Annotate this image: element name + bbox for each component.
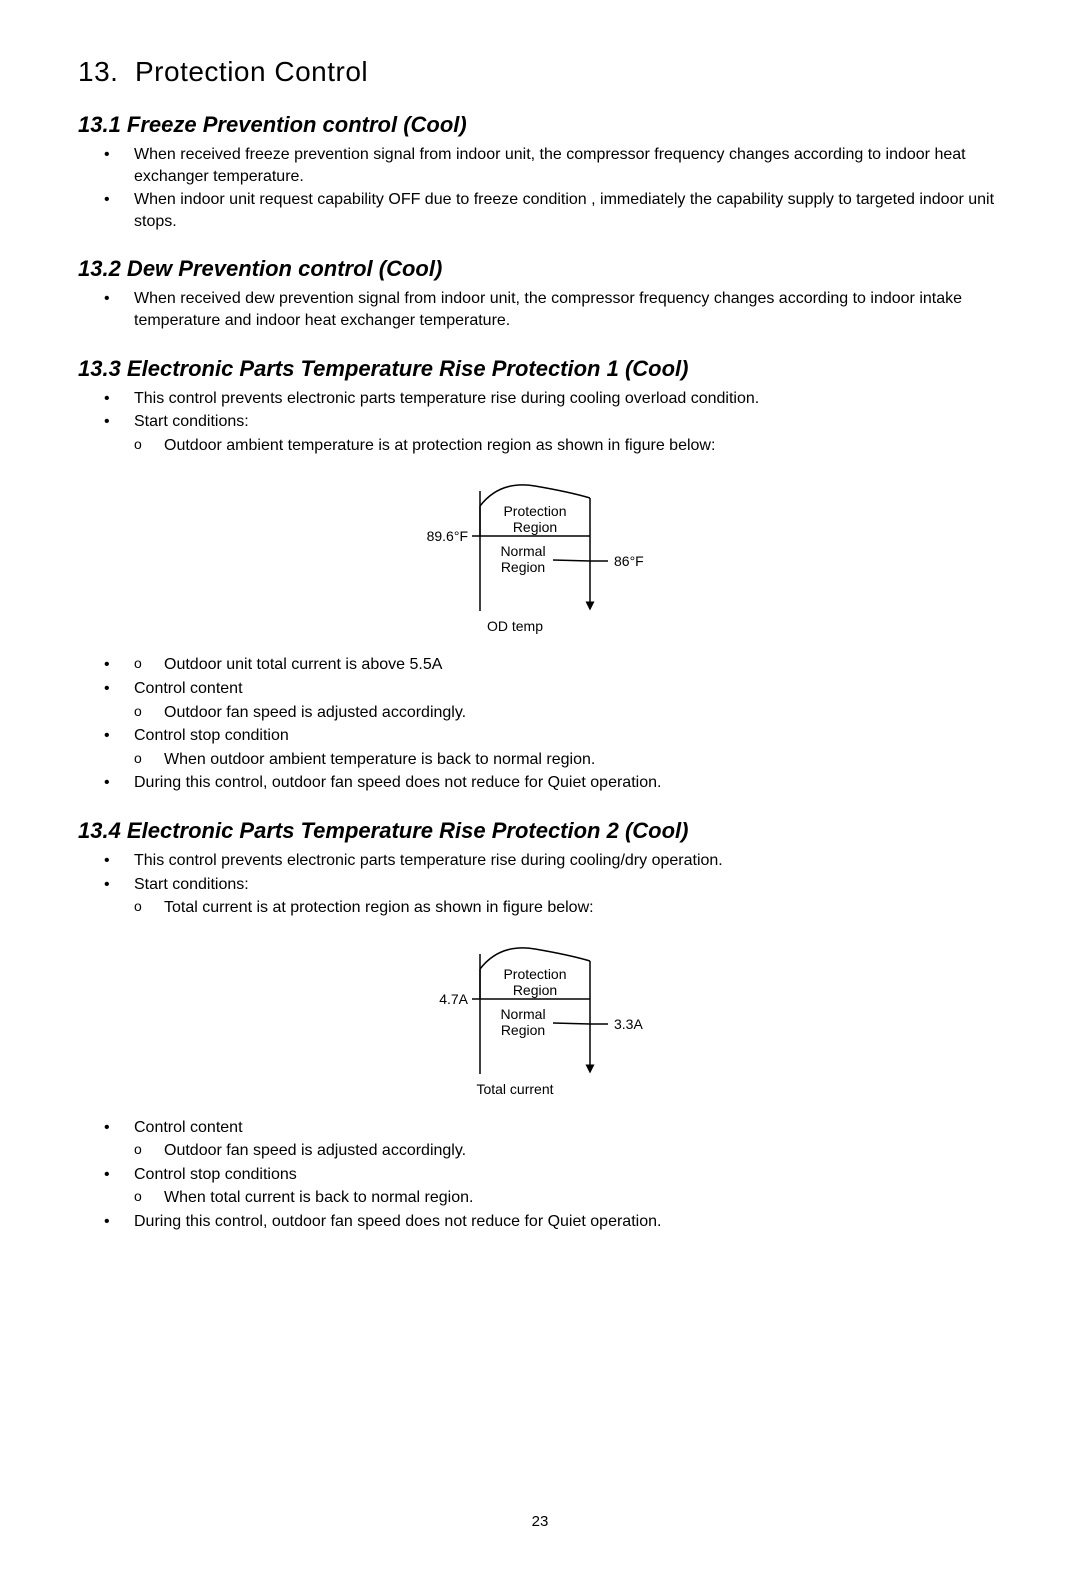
sub-item: Outdoor fan speed is adjusted accordingl…	[134, 702, 1002, 724]
bullet-item: Control stop condition When outdoor ambi…	[104, 725, 1002, 770]
bullet-item: This control prevents electronic parts t…	[104, 850, 1002, 872]
svg-text:Total current: Total current	[476, 1081, 553, 1097]
sub-list: Outdoor fan speed is adjusted accordingl…	[134, 702, 1002, 724]
svg-text:OD temp: OD temp	[487, 618, 543, 634]
svg-text:Normal: Normal	[500, 543, 545, 559]
chapter-num: 13.	[78, 56, 118, 87]
sub-list: Outdoor fan speed is adjusted accordingl…	[134, 1140, 1002, 1162]
diagram-svg: 4.7A3.3AProtectionRegionNormalRegionTota…	[390, 929, 690, 1099]
svg-text:Region: Region	[513, 519, 557, 535]
bullet-item: During this control, outdoor fan speed d…	[104, 1211, 1002, 1233]
sub-list: Outdoor unit total current is above 5.5A	[134, 654, 1002, 676]
bullet-item: This control prevents electronic parts t…	[104, 388, 1002, 410]
bullet-item: When received dew prevention signal from…	[104, 288, 1002, 331]
svg-text:4.7A: 4.7A	[439, 991, 468, 1007]
svg-text:Region: Region	[513, 982, 557, 998]
section-heading-131: 13.1 Freeze Prevention control (Cool)	[78, 112, 1002, 138]
bullet-item: Control stop conditions When total curre…	[104, 1164, 1002, 1209]
bullet-list: Outdoor unit total current is above 5.5A…	[78, 654, 1002, 794]
chapter-text: Protection Control	[135, 56, 368, 87]
section-heading-132: 13.2 Dew Prevention control (Cool)	[78, 256, 1002, 282]
bullet-item: Control content Outdoor fan speed is adj…	[104, 1117, 1002, 1162]
sub-item: When outdoor ambient temperature is back…	[134, 749, 1002, 771]
svg-text:86°F: 86°F	[614, 553, 644, 569]
svg-text:Protection: Protection	[503, 503, 566, 519]
svg-text:Protection: Protection	[503, 966, 566, 982]
svg-text:89.6°F: 89.6°F	[427, 528, 468, 544]
sub-item: Outdoor ambient temperature is at protec…	[134, 435, 1002, 457]
bullet-list: Control content Outdoor fan speed is adj…	[78, 1117, 1002, 1233]
bullet-item: When indoor unit request capability OFF …	[104, 189, 1002, 232]
section-heading-134: 13.4 Electronic Parts Temperature Rise P…	[78, 818, 1002, 844]
bullet-text: Control stop conditions	[134, 1166, 297, 1183]
diagram-svg: 89.6°F86°FProtectionRegionNormalRegionOD…	[390, 466, 690, 636]
bullet-list: When received dew prevention signal from…	[78, 288, 1002, 331]
bullet-text: Start conditions:	[134, 413, 249, 430]
bullet-text: Control content	[134, 1119, 243, 1136]
sub-list: When total current is back to normal reg…	[134, 1187, 1002, 1209]
section-heading-133: 13.3 Electronic Parts Temperature Rise P…	[78, 356, 1002, 382]
sub-list: Outdoor ambient temperature is at protec…	[134, 435, 1002, 457]
svg-text:Region: Region	[501, 559, 545, 575]
bullet-item: Start conditions: Total current is at pr…	[104, 874, 1002, 919]
svg-text:Region: Region	[501, 1022, 545, 1038]
bullet-text: Control content	[134, 680, 243, 697]
sub-list: Total current is at protection region as…	[134, 897, 1002, 919]
sub-continue: Outdoor unit total current is above 5.5A	[104, 654, 1002, 676]
bullet-item: Control content Outdoor fan speed is adj…	[104, 678, 1002, 723]
chapter-title: 13. Protection Control	[78, 56, 1002, 88]
bullet-item: Start conditions: Outdoor ambient temper…	[104, 411, 1002, 456]
sub-item: When total current is back to normal reg…	[134, 1187, 1002, 1209]
bullet-item: When received freeze prevention signal f…	[104, 144, 1002, 187]
sub-item: Outdoor fan speed is adjusted accordingl…	[134, 1140, 1002, 1162]
bullet-text: Control stop condition	[134, 727, 289, 744]
sub-list: When outdoor ambient temperature is back…	[134, 749, 1002, 771]
svg-text:3.3A: 3.3A	[614, 1016, 643, 1032]
sub-item: Total current is at protection region as…	[134, 897, 1002, 919]
bullet-list: This control prevents electronic parts t…	[78, 388, 1002, 457]
hysteresis-diagram-2: 4.7A3.3AProtectionRegionNormalRegionTota…	[78, 929, 1002, 1099]
hysteresis-diagram-1: 89.6°F86°FProtectionRegionNormalRegionOD…	[78, 466, 1002, 636]
bullet-text: Start conditions:	[134, 876, 249, 893]
bullet-item: During this control, outdoor fan speed d…	[104, 772, 1002, 794]
bullet-list: This control prevents electronic parts t…	[78, 850, 1002, 919]
svg-text:Normal: Normal	[500, 1006, 545, 1022]
page-number: 23	[78, 1513, 1002, 1530]
bullet-list: When received freeze prevention signal f…	[78, 144, 1002, 232]
sub-item: Outdoor unit total current is above 5.5A	[134, 654, 1002, 676]
